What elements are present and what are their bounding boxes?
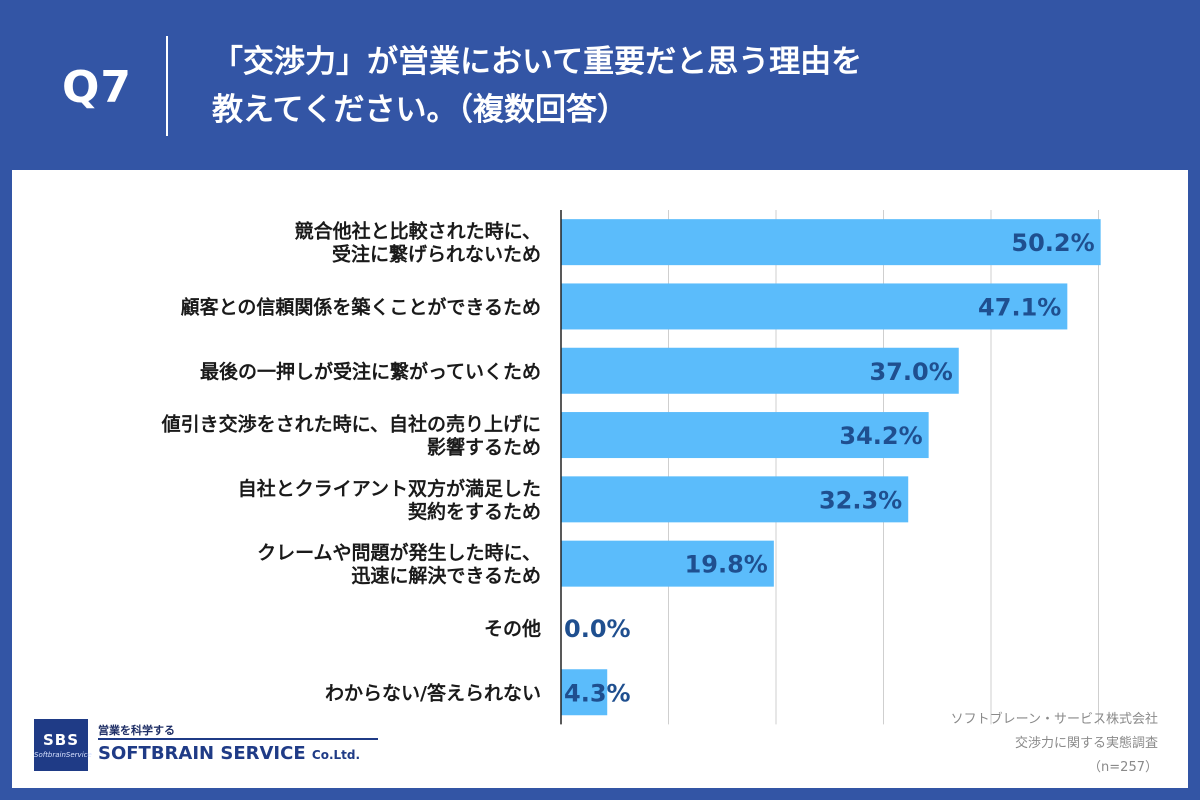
chart-panel: 50.2% 競合他社と比較された時に、受注に繋げられないため 47.1% 顧客との信頼… (12, 170, 1188, 788)
question-title: 「交渉力」が営業において重要だと思う理由を 教えてください。（複数回答） (212, 38, 1112, 134)
value-label-2: 47.1% (978, 293, 1061, 321)
question-title-line-1: 「交渉力」が営業において重要だと思う理由を (212, 44, 863, 80)
category-label-5-line-1: 自社とクライアント双方が満足した (238, 477, 541, 500)
bar-3 (561, 347, 959, 394)
category-label-7: その他 (484, 617, 541, 640)
category-label-4-line-2: 影響するため (427, 436, 541, 459)
bar-2 (561, 283, 1068, 330)
company-logo: SBS SoftbrainService 営業を科学する SOFTBRAIN S… (34, 715, 394, 775)
brand-name-main: SOFTBRAIN SERVICE (98, 743, 306, 764)
brand-name-suffix: Co.Ltd. (311, 748, 361, 762)
bar-6 (561, 540, 774, 587)
value-label-8: 4.3% (564, 679, 631, 707)
header: Q7 「交渉力」が営業において重要だと思う理由を 教えてください。（複数回答） (0, 0, 1200, 170)
category-label-1-line-2: 受注に繋げられないため (332, 243, 541, 266)
category-label-3-line-1: 最後の一押しが受注に繋がっていくため (200, 360, 541, 383)
value-label-6: 19.8% (685, 551, 768, 579)
bar-5 (561, 476, 909, 523)
category-label-2-line-1: 顧客との信頼関係を築くことができるため (181, 295, 541, 318)
source-company: ソフトブレーン・サービス株式会社 (950, 712, 1158, 727)
category-label-1-line-1: 競合他社と比較された時に、 (295, 220, 541, 243)
source-sample-size: （n=257） (1088, 760, 1158, 775)
category-label-8-line-1: わからない/答えられない (325, 681, 541, 704)
bar-4 (561, 412, 929, 459)
category-label-5-line-2: 契約をするため (407, 500, 541, 523)
category-label-3: 最後の一押しが受注に繋がっていくため (200, 360, 541, 383)
category-label-6-line-1: クレームや問題が発生した時に、 (257, 541, 541, 564)
source-survey: 交渉力に関する実態調査 (1014, 736, 1158, 751)
category-label-6: クレームや問題が発生した時に、迅速に解決できるため (257, 541, 541, 587)
category-label-6-line-2: 迅速に解決できるため (351, 564, 541, 587)
value-label-7: 0.0% (564, 615, 631, 643)
logo-mark-text: SBS (42, 731, 80, 749)
category-label-5: 自社とクライアント双方が満足した契約をするため (238, 477, 541, 523)
question-title-line-2: 教えてください。（複数回答） (212, 92, 629, 128)
category-label-7-line-1: その他 (484, 617, 541, 640)
logo-mark-subtext: SoftbrainService (34, 751, 92, 759)
bar-8 (561, 669, 608, 716)
value-label-1: 50.2% (1011, 229, 1094, 257)
value-label-3: 37.0% (869, 358, 952, 386)
value-label-4: 34.2% (839, 422, 922, 450)
bar-chart: 50.2% 競合他社と比較された時に、受注に繋げられないため 47.1% 顧客との信頼… (161, 210, 1101, 725)
category-label-4-line-1: 値引き交渉をされた時に、自社の売り上げに (161, 413, 541, 436)
category-label-8: わからない/答えられない (325, 681, 541, 704)
question-number: Q7 (62, 62, 133, 113)
category-label-4: 値引き交渉をされた時に、自社の売り上げに影響するため (161, 413, 541, 459)
header-divider (166, 36, 168, 136)
value-label-5: 32.3% (819, 486, 902, 514)
brand-underline (98, 738, 378, 740)
brand-name: SOFTBRAIN SERVICE Co.Ltd. (98, 743, 360, 764)
category-label-1: 競合他社と比較された時に、受注に繋げられないため (295, 220, 541, 266)
bar-1 (561, 219, 1101, 266)
sbs-logo-mark: SBS SoftbrainService (34, 719, 92, 771)
category-label-2: 顧客との信頼関係を築くことができるため (181, 295, 541, 318)
source-note: ソフトブレーン・サービス株式会社 交渉力に関する実態調査 （n=257） (951, 708, 1158, 780)
brand-tagline: 営業を科学する (98, 724, 175, 737)
